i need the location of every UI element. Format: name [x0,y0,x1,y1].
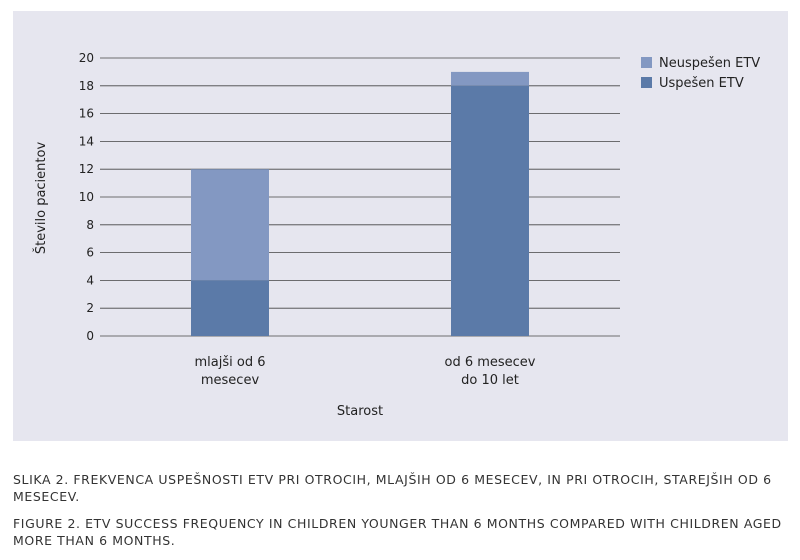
bar-segment-uspesen-0 [191,280,269,336]
legend-label: Uspešen ETV [659,76,744,91]
figure-caption-english: FIGURE 2. ETV SUCCESS FREQUENCY IN CHILD… [13,516,782,548]
x-category-label: od 6 mesecev [444,355,535,370]
y-axis-title: Število pacientov [33,142,49,255]
legend: Neuspešen ETV Uspešen ETV [641,56,760,91]
grid-lines [100,57,620,337]
x-category-label: do 10 let [461,373,519,388]
y-tick-label: 4 [86,273,94,287]
chart-panel: 0 2 4 6 8 10 12 14 16 18 20 mlajši od 6 mesecev od 6… [13,11,788,441]
legend-label: Neuspešen ETV [659,56,760,71]
y-tick-label: 12 [79,162,94,176]
y-tick-label: 20 [79,51,94,65]
figure-caption-slovenian: SLIKA 2. FREKVENCA USPEŠNOSTI ETV PRI OT… [13,472,772,504]
y-tick-label: 6 [86,246,94,260]
y-tick-label: 10 [79,190,94,204]
x-category-label: mesecev [201,373,260,388]
x-axis-title: Starost [337,404,383,419]
y-tick-labels: 0 2 4 6 8 10 12 14 16 18 20 [79,51,94,343]
y-tick-label: 18 [79,79,94,93]
y-tick-label: 14 [79,134,94,148]
legend-swatch [641,77,652,88]
legend-swatch [641,57,652,68]
bar-segment-neuspesen-1 [451,71,529,86]
y-tick-label: 16 [79,107,94,121]
y-tick-label: 0 [86,329,94,343]
x-category-label: mlajši od 6 [195,355,266,370]
bars [191,71,529,336]
bar-segment-uspesen-1 [451,85,529,336]
y-tick-label: 8 [86,218,94,232]
x-category-labels: mlajši od 6 mesecev od 6 mesecev do 10 let [195,355,536,388]
y-tick-label: 2 [86,301,94,315]
bar-segment-neuspesen-0 [191,169,269,281]
bar-chart: 0 2 4 6 8 10 12 14 16 18 20 mlajši od 6 mesecev od 6… [33,51,760,419]
